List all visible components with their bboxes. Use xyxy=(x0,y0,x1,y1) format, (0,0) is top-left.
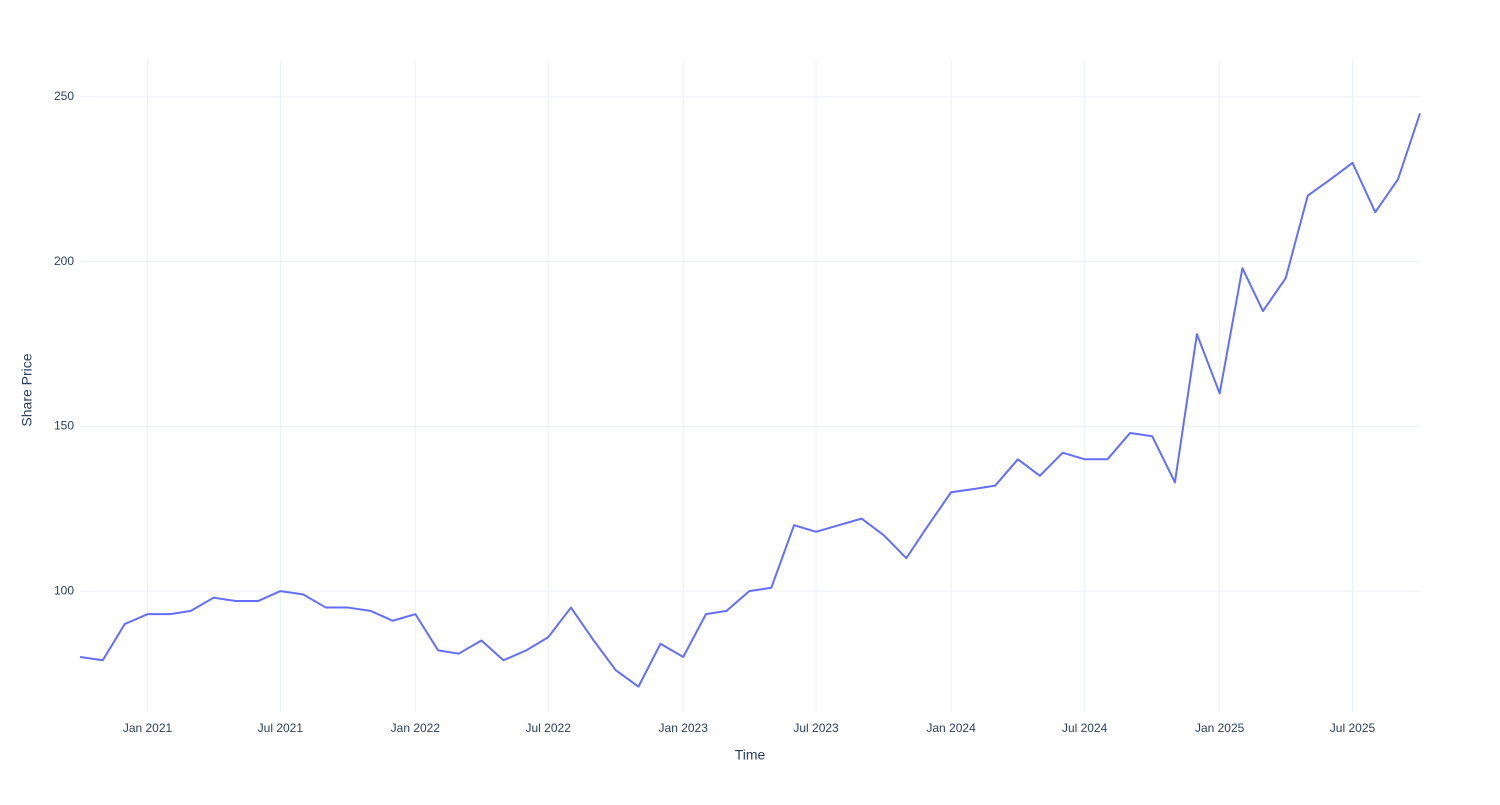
x-tick-label: Jan 2025 xyxy=(1195,721,1245,735)
x-tick-label: Jan 2021 xyxy=(123,721,173,735)
x-tick-label: Jan 2023 xyxy=(659,721,709,735)
line xyxy=(79,113,1421,688)
y-tick-label: 200 xyxy=(54,254,74,268)
y-axis-title: Share Price xyxy=(19,353,35,426)
x-tick-label: Jan 2022 xyxy=(391,721,441,735)
x-tick-label: Jul 2022 xyxy=(526,721,572,735)
x-tick-label: Jul 2021 xyxy=(258,721,304,735)
y-tick-label: 250 xyxy=(54,89,74,103)
x-tick-label: Jul 2024 xyxy=(1062,721,1108,735)
x-tick-label: Jul 2025 xyxy=(1330,721,1376,735)
y-tick-label: 100 xyxy=(54,583,74,597)
x-axis-title: Time xyxy=(735,747,766,763)
y-tick-label: 150 xyxy=(54,419,74,433)
x-tick-label: Jan 2024 xyxy=(926,721,976,735)
x-tick-label: Jul 2023 xyxy=(793,721,839,735)
